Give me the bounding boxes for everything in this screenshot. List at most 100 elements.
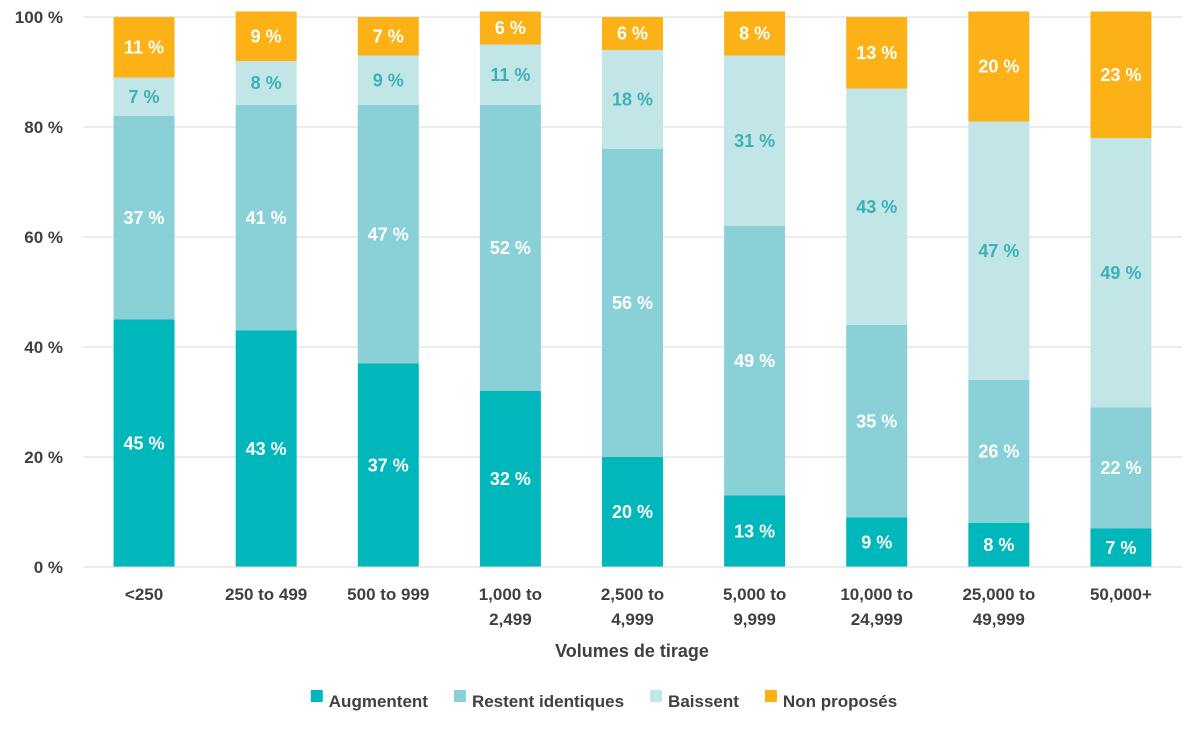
data-label: 22 %: [1100, 458, 1141, 478]
data-label: 18 %: [612, 90, 653, 110]
bar-segment: [968, 11, 1030, 122]
y-tick-label: 60 %: [24, 228, 63, 247]
data-label: 9 %: [373, 70, 404, 90]
bar-segment: [357, 105, 419, 364]
legend-swatch: [764, 690, 777, 702]
y-tick-label: 80 %: [24, 118, 63, 137]
data-label: 43 %: [246, 439, 287, 459]
legend-label: Non proposés: [783, 692, 897, 711]
bar-segment: [602, 149, 663, 457]
data-label: 9 %: [861, 532, 892, 552]
x-category-label: 5,000 to 9,999: [723, 585, 786, 629]
data-label: 23 %: [1100, 65, 1141, 85]
y-tick-label: 20 %: [24, 448, 63, 467]
x-category-label: 50,000+: [1090, 585, 1152, 604]
bar-segment: [724, 226, 786, 496]
bar-segment: [846, 325, 908, 518]
data-label: 6 %: [495, 18, 526, 38]
bar-segment: [357, 17, 419, 56]
bar-segment: [235, 330, 297, 567]
data-label: 20 %: [978, 57, 1019, 77]
bar-segment: [479, 105, 541, 391]
bar-segment: [235, 61, 297, 105]
bar-segment: [1090, 138, 1152, 408]
bar-segment: [1090, 11, 1152, 138]
legend-swatch: [310, 690, 323, 702]
data-label: 7 %: [129, 87, 160, 107]
bar-segment: [968, 121, 1030, 380]
bar-segment: [724, 495, 786, 567]
data-label: 41 %: [246, 208, 287, 228]
legend-item: Baissent: [650, 690, 739, 711]
data-label: 8 %: [251, 73, 282, 93]
legend-label: Augmentent: [329, 692, 429, 711]
x-category-label: 1,000 to 2,499: [479, 585, 542, 629]
bar-segment: [968, 523, 1030, 567]
y-tick-label: 100 %: [15, 8, 63, 27]
data-label: 49 %: [734, 351, 775, 371]
data-label: 56 %: [612, 293, 653, 313]
data-label: 20 %: [612, 502, 653, 522]
data-label: 8 %: [739, 24, 770, 44]
x-axis-title: Volumes de tirage: [555, 641, 709, 661]
data-label: 13 %: [856, 43, 897, 63]
x-category-label: <250: [125, 585, 163, 604]
data-label: 47 %: [368, 224, 409, 244]
data-label: 11 %: [490, 65, 530, 85]
data-label: 45 %: [124, 433, 165, 453]
bar-segment: [357, 363, 419, 567]
data-label: 52 %: [490, 238, 531, 258]
y-axis-ticks: 0 % 20 % 40 % 60 % 80 % 100 %: [15, 8, 63, 577]
data-label: 32 %: [490, 469, 531, 489]
bar-segment: [113, 116, 175, 320]
data-label: 7 %: [1105, 538, 1136, 558]
bars: [113, 11, 1152, 567]
legend-swatch: [650, 690, 663, 702]
data-label: 7 %: [373, 26, 404, 46]
x-axis-categories: <250 250 to 499 500 to 999 1,000 to 2,499 2,5…: [125, 585, 1152, 629]
data-label: 11 %: [124, 37, 164, 57]
data-label: 37 %: [368, 455, 409, 475]
x-category-label: 2,500 to 4,999: [601, 585, 664, 629]
x-category-label: 500 to 999: [347, 585, 429, 604]
bar-segment: [1090, 407, 1152, 529]
bar-segment: [846, 17, 908, 89]
legend: Augmentent Restent identiques Baissent Non …: [310, 690, 897, 711]
bar-segment: [113, 77, 175, 116]
bar-segment: [235, 11, 297, 61]
data-label: 13 %: [734, 521, 775, 541]
legend-label: Baissent: [668, 692, 739, 711]
bar-segment: [235, 105, 297, 331]
bar-segment: [479, 11, 541, 45]
bar-segment: [479, 391, 541, 567]
bar-segment: [1090, 528, 1152, 567]
bar-segment: [846, 88, 908, 325]
data-label: 8 %: [983, 535, 1014, 555]
bar-segment: [846, 517, 908, 567]
y-tick-label: 40 %: [24, 338, 63, 357]
data-labels: 45 % 37 % 7 % 11 % 43 % 41 % 8 % 9 % 37 % 47 % 9 %…: [124, 18, 1142, 558]
bar-segment: [724, 11, 786, 56]
data-label: 37 %: [124, 208, 165, 228]
bar-segment: [968, 380, 1030, 523]
bar-segment: [602, 50, 663, 149]
legend-item: Non proposés: [764, 690, 897, 711]
bar-segment: [602, 17, 663, 50]
legend-item: Augmentent: [310, 690, 429, 711]
x-category-label: 25,000 to 49,999: [962, 585, 1035, 629]
bar-segment: [479, 44, 541, 105]
data-label: 49 %: [1100, 263, 1141, 283]
data-label: 6 %: [617, 24, 648, 44]
data-label: 47 %: [978, 241, 1019, 261]
data-label: 9 %: [251, 26, 282, 46]
legend-label: Restent identiques: [472, 692, 624, 711]
bar-segment: [113, 319, 175, 567]
data-label: 43 %: [856, 197, 897, 217]
bar-segment: [602, 457, 663, 567]
bar-segment: [724, 55, 786, 226]
data-label: 31 %: [734, 131, 775, 151]
bar-segment: [357, 55, 419, 105]
x-category-label: 10,000 to 24,999: [840, 585, 913, 629]
legend-swatch: [453, 690, 466, 702]
